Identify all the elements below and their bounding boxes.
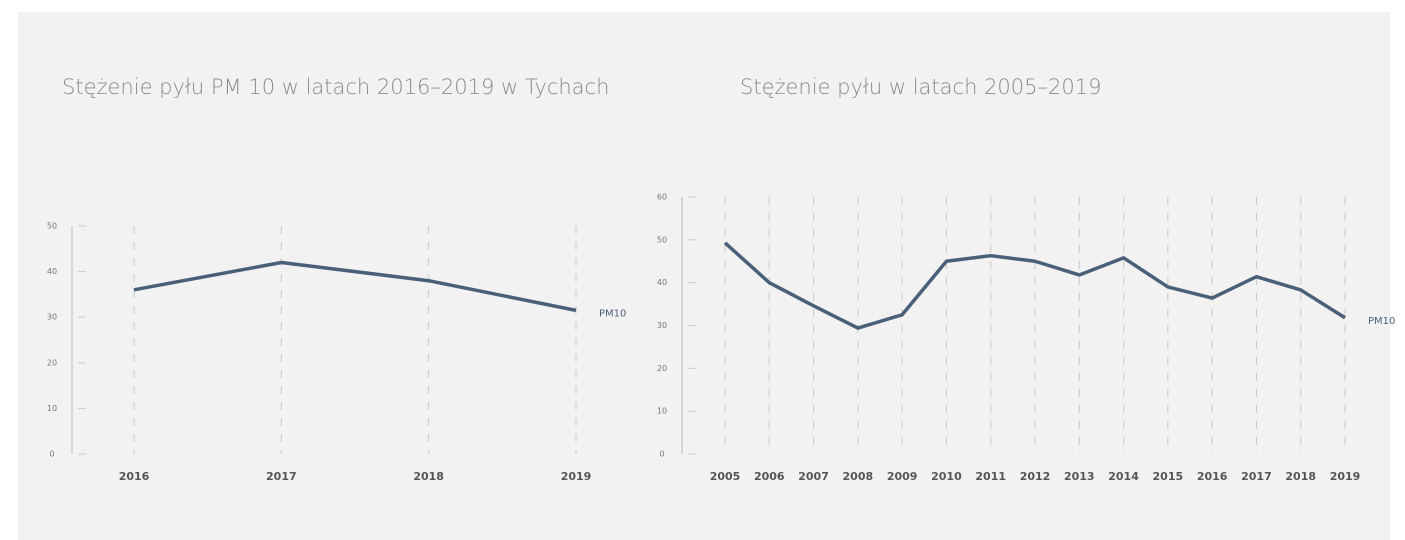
y-tick-label: 40 bbox=[657, 278, 667, 287]
chart-title: Stężenie pyłu PM 10 w latach 2016–2019 w… bbox=[62, 75, 609, 99]
x-tick-label: 2016 bbox=[1197, 470, 1228, 483]
series-label: PM10 bbox=[599, 308, 626, 319]
x-tick-label: 2017 bbox=[266, 470, 297, 483]
y-tick-label: 30 bbox=[657, 321, 667, 330]
y-tick-label: 10 bbox=[657, 407, 667, 416]
y-tick-label: 40 bbox=[47, 267, 57, 276]
x-tick-label: 2011 bbox=[975, 470, 1006, 483]
y-tick-label: 50 bbox=[657, 235, 667, 244]
x-tick-label: 2017 bbox=[1241, 470, 1272, 483]
x-tick-label: 2012 bbox=[1020, 470, 1051, 483]
x-tick-label: 2018 bbox=[1285, 470, 1316, 483]
series-line bbox=[133, 260, 577, 313]
y-tick-label: 0 bbox=[659, 450, 664, 459]
x-tick-label: 2009 bbox=[887, 470, 918, 483]
x-tick-label: 2019 bbox=[561, 470, 592, 483]
series-line bbox=[723, 241, 1346, 330]
y-tick-label: 0 bbox=[49, 450, 54, 459]
y-tick-label: 10 bbox=[47, 404, 57, 413]
series-label: PM10 bbox=[1368, 316, 1395, 327]
x-tick-label: 2005 bbox=[710, 470, 741, 483]
chart-title: Stężenie pyłu w latach 2005–2019 bbox=[740, 75, 1101, 99]
y-tick-label: 60 bbox=[657, 193, 667, 202]
x-tick-label: 2008 bbox=[843, 470, 874, 483]
y-tick-label: 30 bbox=[47, 313, 57, 322]
x-tick-label: 2013 bbox=[1064, 470, 1095, 483]
x-tick-label: 2010 bbox=[931, 470, 962, 483]
y-tick-label: 50 bbox=[47, 222, 57, 231]
x-tick-label: 2018 bbox=[413, 470, 444, 483]
x-tick-label: 2007 bbox=[798, 470, 829, 483]
panel bbox=[18, 12, 1390, 540]
x-tick-label: 2015 bbox=[1153, 470, 1184, 483]
x-tick-label: 2016 bbox=[119, 470, 150, 483]
y-tick-label: 20 bbox=[47, 358, 57, 367]
x-tick-label: 2006 bbox=[754, 470, 785, 483]
x-tick-label: 2014 bbox=[1108, 470, 1139, 483]
y-tick-label: 20 bbox=[657, 364, 667, 373]
x-tick-label: 2019 bbox=[1330, 470, 1361, 483]
